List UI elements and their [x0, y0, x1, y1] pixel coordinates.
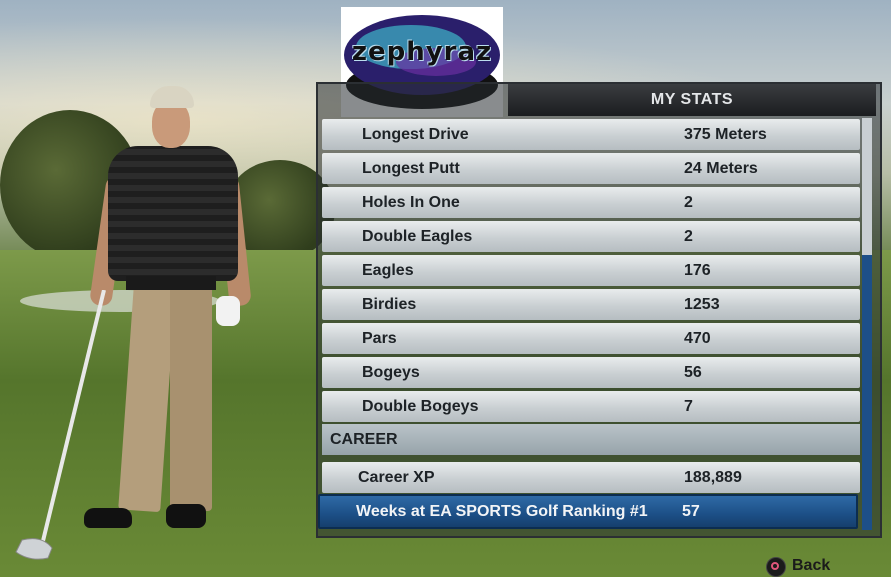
stat-value: 57	[682, 503, 700, 520]
golfer-cap	[150, 86, 194, 108]
career-section-label: CAREER	[330, 431, 398, 448]
stat-row-double-bogeys[interactable]: Double Bogeys 7	[322, 391, 860, 422]
stat-value: 2	[684, 194, 693, 211]
golfer-leg-right	[170, 286, 212, 511]
golfer-shoe-right	[166, 504, 206, 528]
logo-text: zephyraz	[351, 37, 493, 67]
stat-row-weeks-ranking-selected[interactable]: Weeks at EA SPORTS Golf Ranking #1 57	[318, 494, 858, 529]
stat-value: 56	[684, 364, 702, 381]
golfer-leg-left	[118, 284, 176, 513]
stat-row-pars[interactable]: Pars 470	[322, 323, 860, 354]
stat-value: 176	[684, 262, 711, 279]
stat-label: Weeks at EA SPORTS Golf Ranking #1	[356, 503, 648, 520]
stat-value: 470	[684, 330, 711, 347]
back-label: Back	[792, 557, 831, 574]
stat-label: Longest Drive	[362, 126, 469, 143]
circle-button-icon	[766, 557, 786, 577]
stat-row-longest-drive[interactable]: Longest Drive 375 Meters	[322, 119, 860, 150]
stat-value: 7	[684, 398, 693, 415]
stat-label: Holes In One	[362, 194, 460, 211]
scrollbar-thumb[interactable]	[862, 255, 872, 530]
golfer-belt	[126, 276, 216, 290]
panel-title: MY STATS	[650, 91, 734, 108]
stat-value: 24 Meters	[684, 160, 758, 177]
panel-header: MY STATS	[508, 84, 876, 116]
stat-row-bogeys[interactable]: Bogeys 56	[322, 357, 860, 388]
stat-label: Longest Putt	[362, 160, 460, 177]
stat-label: Double Eagles	[362, 228, 473, 245]
career-section-header: CAREER	[322, 424, 860, 455]
stat-value: 2	[684, 228, 693, 245]
stat-label: Double Bogeys	[362, 398, 479, 415]
stat-row-birdies[interactable]: Birdies 1253	[322, 289, 860, 320]
stat-row-double-eagles[interactable]: Double Eagles 2	[322, 221, 860, 252]
stat-row-career-xp[interactable]: Career XP 188,889	[322, 462, 860, 493]
golfer-shoe-left	[84, 508, 132, 528]
golfer-avatar	[78, 86, 252, 536]
stat-row-holes-in-one[interactable]: Holes In One 2	[322, 187, 860, 218]
stat-label: Eagles	[362, 262, 414, 279]
golf-club-icon	[15, 290, 106, 560]
stat-value: 375 Meters	[684, 126, 767, 143]
golfer-head	[152, 100, 190, 148]
stat-value: 188,889	[684, 469, 742, 486]
golfer-glove	[216, 296, 240, 326]
stat-row-longest-putt[interactable]: Longest Putt 24 Meters	[322, 153, 860, 184]
stat-value: 1253	[684, 296, 720, 313]
stat-label: Career XP	[358, 469, 435, 486]
stat-label: Pars	[362, 330, 397, 347]
stat-label: Birdies	[362, 296, 417, 313]
golfer-shirt	[108, 146, 238, 281]
stat-label: Bogeys	[362, 364, 420, 381]
stat-row-eagles[interactable]: Eagles 176	[322, 255, 860, 286]
